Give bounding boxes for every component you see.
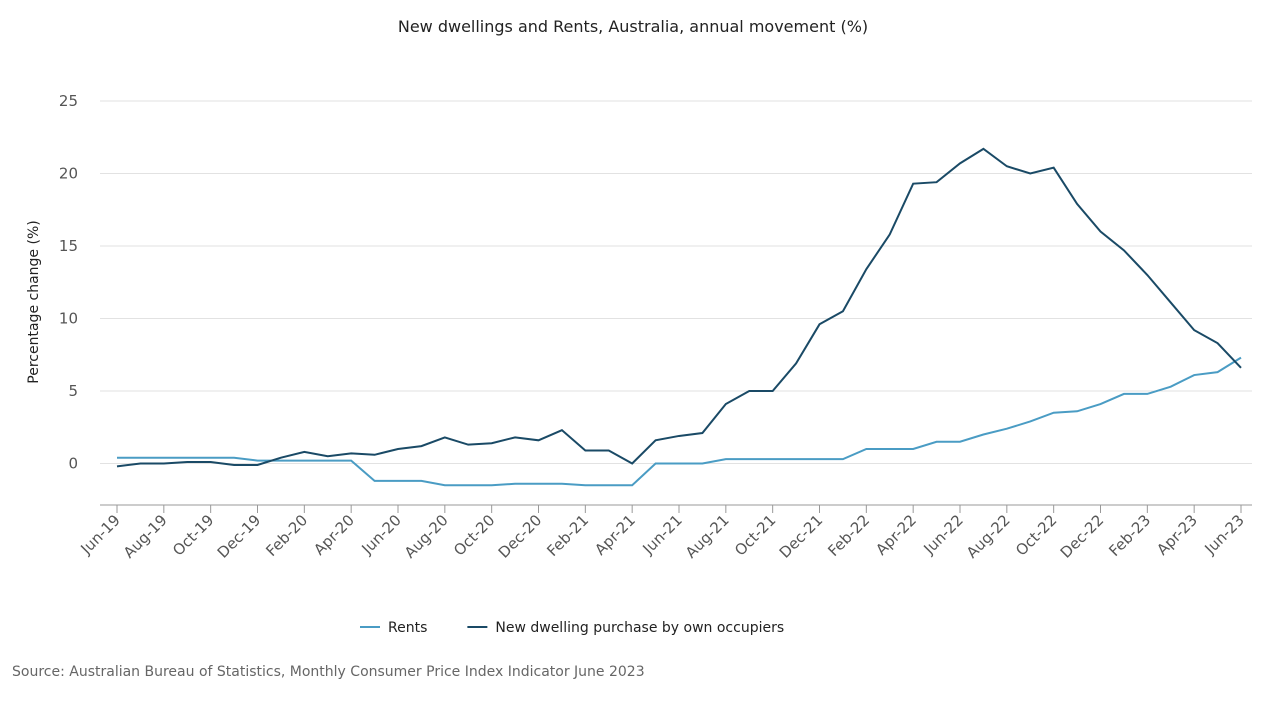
y-tick-label: 15 bbox=[59, 237, 78, 255]
x-tick-label: Jun-21 bbox=[638, 511, 685, 558]
x-tick-label: Dec-21 bbox=[776, 511, 827, 562]
x-tick-label: Jun-20 bbox=[357, 511, 404, 558]
x-tick-label: Aug-20 bbox=[401, 511, 452, 562]
x-tick-label: Apr-23 bbox=[1153, 511, 1201, 559]
y-axis-label: Percentage change (%) bbox=[26, 220, 42, 383]
x-tick-label: Dec-19 bbox=[214, 511, 265, 562]
x-tick-label: Oct-20 bbox=[450, 511, 498, 559]
x-tick-label: Feb-20 bbox=[262, 511, 311, 560]
legend-label: Rents bbox=[388, 620, 427, 636]
x-tick-label: Aug-22 bbox=[963, 511, 1014, 562]
x-tick-label: Apr-20 bbox=[310, 511, 358, 559]
x-tick-label: Dec-22 bbox=[1057, 511, 1108, 562]
y-tick-label: 10 bbox=[59, 310, 78, 328]
x-tick-label: Apr-22 bbox=[872, 511, 920, 559]
x-tick-label: Oct-21 bbox=[731, 511, 779, 559]
x-tick-label: Feb-22 bbox=[824, 511, 873, 560]
x-tick-label: Oct-19 bbox=[169, 511, 217, 559]
x-tick-label: Oct-22 bbox=[1012, 511, 1060, 559]
x-tick-label: Jun-19 bbox=[76, 511, 123, 558]
series-line bbox=[117, 356, 1242, 487]
y-tick-label: 20 bbox=[59, 165, 78, 183]
chart-title: New dwellings and Rents, Australia, annu… bbox=[398, 17, 868, 36]
x-tick-label: Feb-21 bbox=[543, 511, 592, 560]
source: Source: Australian Bureau of Statistics,… bbox=[12, 664, 645, 680]
y-tick-label: 25 bbox=[59, 92, 78, 110]
x-tick-label: Dec-20 bbox=[495, 511, 546, 562]
y-tick-label: 5 bbox=[68, 382, 78, 400]
x-tick-label: Feb-23 bbox=[1105, 511, 1154, 560]
legend-label: New dwelling purchase by own occupiers bbox=[495, 620, 784, 636]
x-tick-label: Apr-21 bbox=[591, 511, 639, 559]
x-tick-label: Jun-22 bbox=[919, 511, 966, 558]
x-tick-label: Aug-19 bbox=[120, 511, 171, 562]
series-line bbox=[116, 147, 1242, 468]
y-tick-label: 0 bbox=[68, 455, 78, 473]
x-tick-label: Aug-21 bbox=[682, 511, 733, 562]
x-tick-label: Jun-23 bbox=[1200, 511, 1247, 558]
